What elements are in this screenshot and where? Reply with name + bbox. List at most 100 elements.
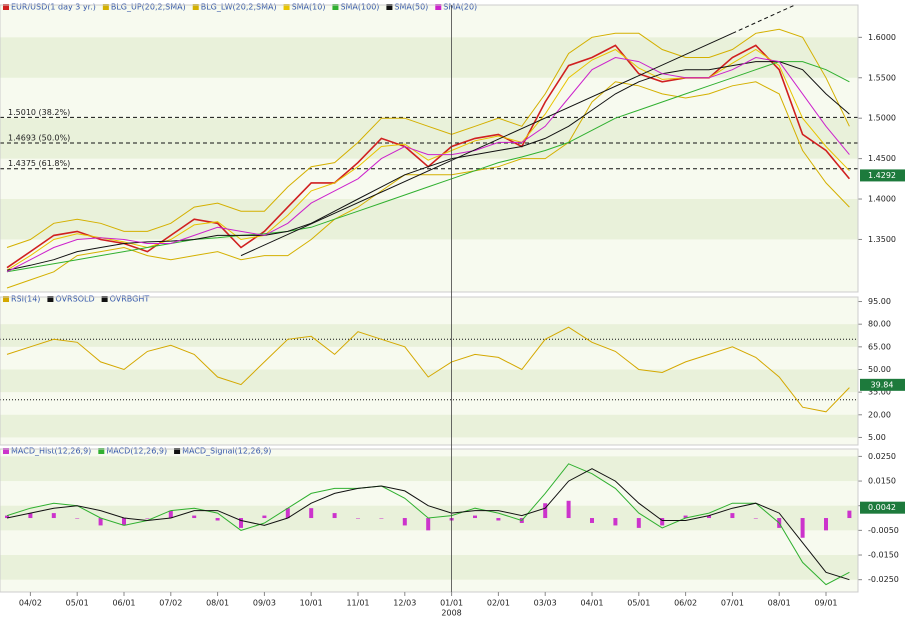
legend-swatch <box>102 4 109 10</box>
series-line <box>6 28 850 248</box>
trendline <box>240 32 733 257</box>
grid-band <box>0 555 858 580</box>
legend-label: MACD(12,26,9) <box>106 447 167 456</box>
y-tick-label: 0.0150 <box>868 477 896 486</box>
x-tick-label: 04/01 <box>580 599 603 608</box>
y-tick-label: 80.00 <box>868 320 891 329</box>
histogram-bar <box>753 518 758 519</box>
histogram-bar <box>426 518 431 531</box>
legend-swatch <box>174 448 181 454</box>
y-tick-label: 95.00 <box>868 297 891 306</box>
x-tick-label: 11/01 <box>346 599 369 608</box>
trendline-extension <box>732 4 796 34</box>
legend-label: BLG_UP(20,2,SMA) <box>111 3 186 12</box>
legend-swatch <box>3 296 9 302</box>
histogram-bar <box>824 518 828 531</box>
legend-label: OVRSOLD <box>55 295 94 304</box>
legend-swatch <box>101 296 108 302</box>
histogram-bar <box>847 510 852 519</box>
legend-swatch <box>283 4 290 10</box>
histogram-bar <box>122 518 126 526</box>
x-tick-label: 01/01 <box>440 599 463 608</box>
fib-level-label: 1.5010 (38.2%) <box>8 108 70 117</box>
legend-label: RSI(14) <box>11 295 40 304</box>
legend-label: MACD_Hist(12,26,9) <box>11 447 91 456</box>
last-value-tag <box>860 378 905 391</box>
series-line <box>6 468 850 581</box>
x-tick-label: 07/02 <box>159 599 182 608</box>
panel-border <box>0 448 859 593</box>
histogram-bar <box>262 515 267 519</box>
series-line <box>6 326 850 413</box>
y-tick-label: 5.00 <box>868 433 886 442</box>
histogram-bar <box>496 518 501 521</box>
histogram-bar <box>660 518 665 526</box>
histogram-bar <box>473 515 477 519</box>
x-tick-label: 09/01 <box>814 599 837 608</box>
histogram-bar <box>683 515 688 519</box>
legend-swatch <box>3 448 9 454</box>
histogram-bar <box>730 513 735 519</box>
histogram-bar <box>285 508 290 519</box>
y-tick-label: 20.00 <box>868 410 891 419</box>
series-line <box>6 56 850 273</box>
series-line <box>6 81 850 289</box>
series-line <box>6 61 850 273</box>
x-tick-label: 06/01 <box>112 599 135 608</box>
last-value-label: 0.0042 <box>868 503 896 512</box>
fib-level-label: 1.4375 (61.8%) <box>8 159 70 168</box>
histogram-bar <box>75 518 80 519</box>
histogram-bar <box>543 503 548 519</box>
legend-label: SMA(10) <box>292 3 326 12</box>
x-tick-label: 08/01 <box>768 599 791 608</box>
y-tick-label: 1.4000 <box>868 195 896 204</box>
legend-swatch <box>192 4 199 10</box>
y-tick-label: -0.0150 <box>868 551 899 560</box>
histogram-bar <box>613 518 618 526</box>
legend-swatch <box>98 448 105 454</box>
last-value-label: 1.4292 <box>868 171 896 180</box>
histogram-bar <box>5 515 9 519</box>
histogram-bar <box>51 513 56 519</box>
legend-label: SMA(100) <box>340 3 379 12</box>
histogram-bar <box>332 513 337 519</box>
histogram-bar <box>566 500 571 519</box>
legend-label: EUR/USD(1 day 3 yr.) <box>11 3 96 12</box>
y-tick-label: -0.0250 <box>868 575 899 584</box>
legend-swatch <box>3 4 9 10</box>
histogram-bar <box>379 518 384 519</box>
x-tick-label: 05/01 <box>627 599 650 608</box>
grid-band <box>0 199 858 240</box>
grid-band <box>0 37 858 78</box>
histogram-bar <box>309 508 314 519</box>
series-line <box>6 61 850 271</box>
legend-swatch <box>435 4 442 10</box>
legend-label: SMA(20) <box>443 3 477 12</box>
panel-border <box>0 4 859 293</box>
legend-swatch <box>386 4 393 10</box>
y-tick-label: 1.3500 <box>868 235 896 244</box>
legend-label: OVRBGHT <box>110 295 150 304</box>
x-tick-label: 02/01 <box>487 599 510 608</box>
histogram-bar <box>145 518 150 519</box>
x-tick-label: 07/01 <box>721 599 744 608</box>
grid-band <box>0 324 858 347</box>
y-tick-label: 1.6000 <box>868 33 896 42</box>
y-tick-label: 0.0250 <box>868 452 896 461</box>
histogram-bar <box>356 518 360 519</box>
histogram-bar <box>800 518 805 538</box>
y-tick-label: 65.00 <box>868 342 891 351</box>
histogram-bar <box>215 518 220 521</box>
panel-border <box>0 296 859 446</box>
grid-band <box>0 369 858 393</box>
x-tick-label: 05/01 <box>66 599 89 608</box>
y-tick-label: 1.5500 <box>868 73 896 82</box>
y-tick-label: 1.5000 <box>868 114 896 123</box>
x-tick-label: 10/01 <box>300 599 323 608</box>
histogram-bar <box>98 518 103 526</box>
x-tick-label: 09/03 <box>253 599 276 608</box>
last-value-tag <box>860 169 905 182</box>
legend-label: MACD_Signal(12,26,9) <box>182 447 271 456</box>
x-year-label: 2008 <box>441 609 461 618</box>
grid-band <box>0 414 858 438</box>
